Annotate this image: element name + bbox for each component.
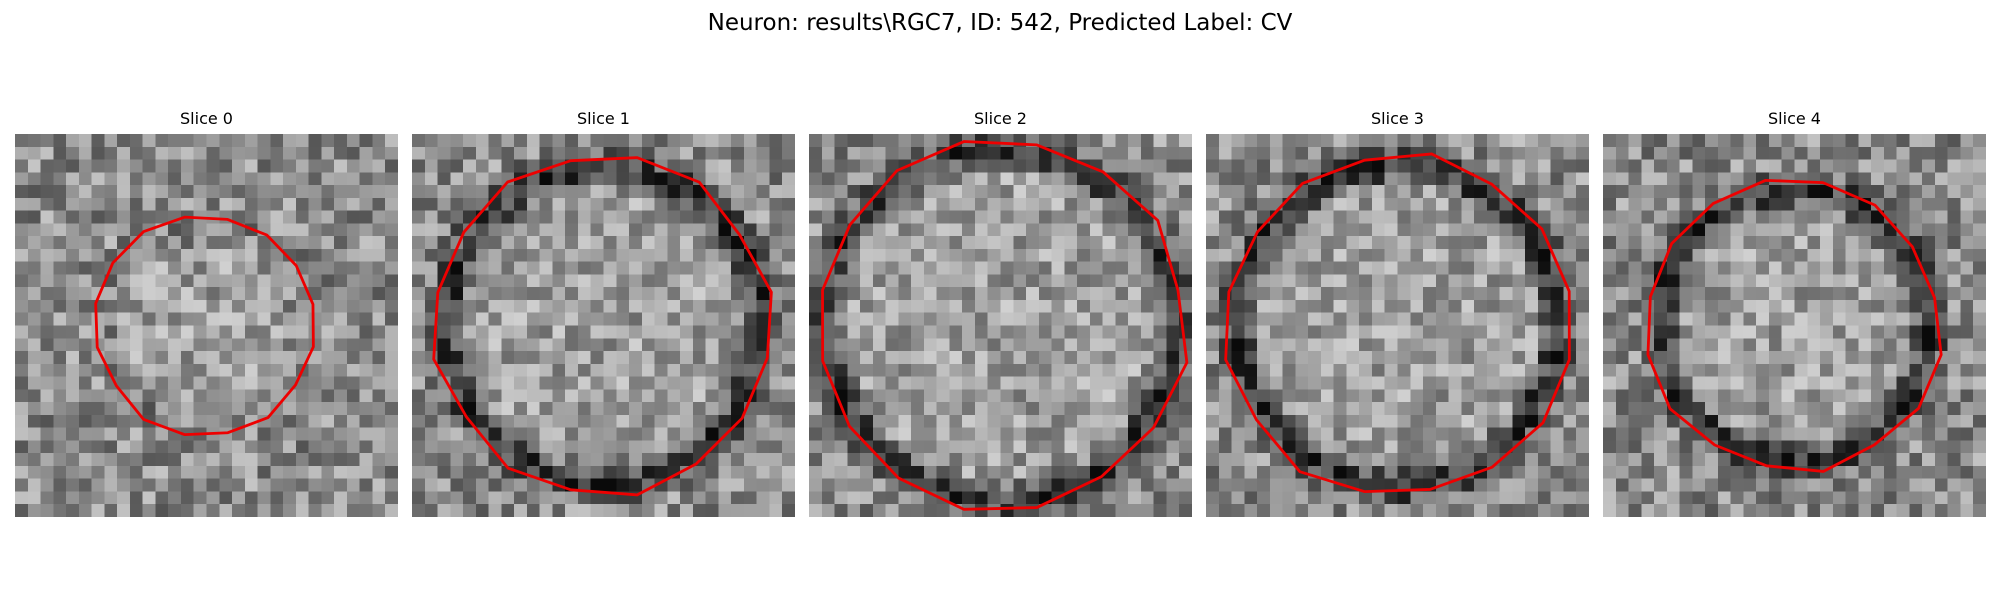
cell-contour-2 — [821, 140, 1189, 511]
slice-image-2 — [809, 134, 1192, 517]
slice-image-0 — [15, 134, 398, 517]
slice-panel-2: Slice 2 — [809, 108, 1192, 518]
slice-panel-3: Slice 3 — [1206, 108, 1589, 518]
cell-contour-0 — [94, 215, 315, 437]
cell-contour-3 — [1224, 152, 1571, 493]
slice-image-1 — [412, 134, 795, 517]
figure-title: Neuron: results\RGC7, ID: 542, Predicted… — [707, 10, 1293, 36]
slice-title-3: Slice 3 — [1371, 109, 1424, 128]
slice-title-1: Slice 1 — [577, 109, 630, 128]
slice-image-3 — [1206, 134, 1589, 517]
slice-panel-4: Slice 4 — [1603, 108, 1986, 518]
cell-contour-1 — [432, 156, 773, 497]
slice-title-0: Slice 0 — [180, 109, 233, 128]
cell-contour-4 — [1646, 178, 1943, 473]
slice-panel-1: Slice 1 — [412, 108, 795, 518]
slice-title-2: Slice 2 — [974, 109, 1027, 128]
slice-panel-0: Slice 0 — [15, 108, 398, 518]
slice-title-4: Slice 4 — [1768, 109, 1821, 128]
slice-image-4 — [1603, 134, 1986, 517]
